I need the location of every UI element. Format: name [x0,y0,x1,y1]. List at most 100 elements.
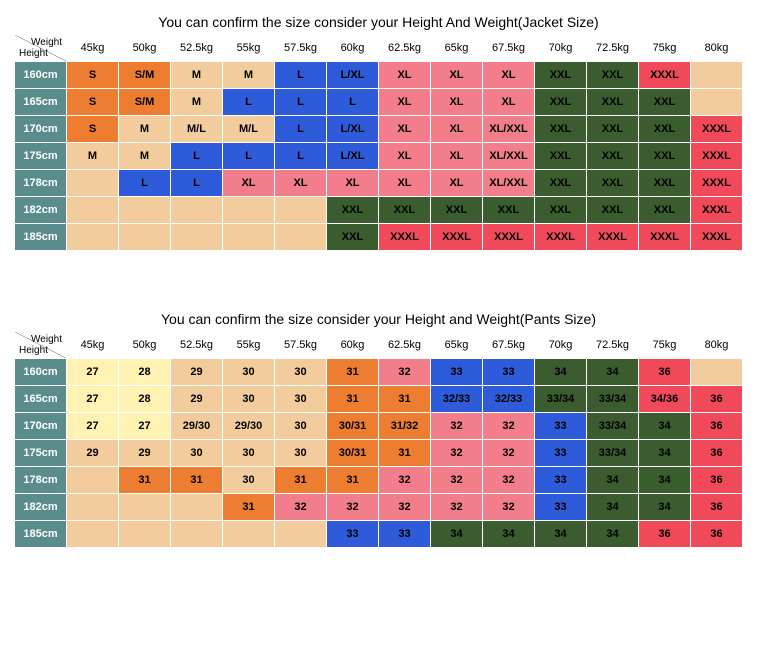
jacket-weight-header: 45kg [67,35,119,62]
jacket-size-cell [171,224,223,251]
pants-size-cell: 30/31 [327,440,379,467]
jacket-size-cell [275,197,327,224]
pants-size-cell: 27 [67,359,119,386]
jacket-size-cell: XXL [431,197,483,224]
pants-weight-header: 72.5kg [587,332,639,359]
pants-weight-header: 50kg [119,332,171,359]
pants-size-cell [691,359,743,386]
jacket-size-cell: XXXL [691,143,743,170]
pants-weight-header: 60kg [327,332,379,359]
jacket-size-cell [119,197,171,224]
pants-size-cell: 34 [587,359,639,386]
pants-size-cell: 32/33 [483,386,535,413]
pants-size-cell: 30 [223,359,275,386]
jacket-size-cell: XL [483,62,535,89]
pants-size-cell: 28 [119,386,171,413]
jacket-weight-header: 62.5kg [379,35,431,62]
pants-size-cell: 34 [639,413,691,440]
pants-weight-header: 67.5kg [483,332,535,359]
pants-size-cell: 28 [119,359,171,386]
jacket-size-cell: XXXL [379,224,431,251]
jacket-weight-header: 75kg [639,35,691,62]
jacket-weight-header: 60kg [327,35,379,62]
jacket-size-cell: XXL [483,197,535,224]
jacket-size-cell: XXL [587,143,639,170]
pants-height-header: 165cm [15,386,67,413]
pants-size-cell: 32 [431,467,483,494]
pants-size-cell: 31 [327,467,379,494]
pants-size-cell: 33 [431,359,483,386]
pants-size-cell: 34 [639,440,691,467]
jacket-size-cell: XL [379,143,431,170]
pants-height-header: 185cm [15,521,67,548]
jacket-size-cell: XXXL [691,116,743,143]
pants-weight-header: 45kg [67,332,119,359]
jacket-height-label: Height [19,48,48,59]
pants-size-cell: 32 [327,494,379,521]
jacket-size-cell: XL [431,89,483,116]
jacket-size-cell: L [327,89,379,116]
pants-size-cell: 29 [67,440,119,467]
pants-corner-cell: WeightHeight [15,332,67,359]
jacket-size-cell [67,170,119,197]
jacket-size-cell: M/L [171,116,223,143]
pants-size-cell: 31 [327,359,379,386]
jacket-weight-header: 80kg [691,35,743,62]
jacket-size-cell: L [223,89,275,116]
pants-size-cell: 31 [119,467,171,494]
pants-size-cell: 30/31 [327,413,379,440]
pants-size-cell: 31 [171,467,223,494]
pants-size-cell: 30 [171,440,223,467]
jacket-size-cell [691,62,743,89]
pants-size-cell: 36 [691,494,743,521]
jacket-size-cell: XXXL [587,224,639,251]
jacket-size-cell: XXL [535,143,587,170]
pants-weight-header: 80kg [691,332,743,359]
jacket-size-cell: XL [327,170,379,197]
pants-size-cell: 31/32 [379,413,431,440]
jacket-size-cell: L [275,62,327,89]
pants-size-cell: 34 [535,359,587,386]
pants-size-cell: 32 [431,440,483,467]
pants-size-cell: 33 [379,521,431,548]
pants-weight-header: 65kg [431,332,483,359]
jacket-size-cell: XL [275,170,327,197]
pants-size-cell: 32 [379,494,431,521]
pants-size-cell: 27 [119,413,171,440]
pants-size-cell: 27 [67,386,119,413]
jacket-size-cell: XXL [639,143,691,170]
jacket-size-cell: M [119,116,171,143]
pants-table: WeightHeight45kg50kg52.5kg55kg57.5kg60kg… [14,331,743,548]
pants-size-cell: 32 [431,494,483,521]
pants-size-cell: 36 [691,440,743,467]
pants-size-cell [119,521,171,548]
jacket-title: You can confirm the size consider your H… [14,14,743,30]
pants-size-cell: 33 [535,413,587,440]
jacket-size-cell: XXL [587,89,639,116]
pants-size-cell: 30 [275,386,327,413]
pants-size-cell [119,494,171,521]
jacket-size-cell: XL [379,89,431,116]
pants-size-cell: 36 [691,467,743,494]
jacket-size-cell: XXL [535,62,587,89]
pants-size-cell: 36 [691,386,743,413]
jacket-height-header: 185cm [15,224,67,251]
jacket-size-cell: XL [431,62,483,89]
jacket-size-cell: XXXL [639,224,691,251]
jacket-size-cell: S/M [119,89,171,116]
jacket-size-cell [119,224,171,251]
jacket-height-header: 178cm [15,170,67,197]
jacket-size-cell: XXXL [691,170,743,197]
jacket-weight-header: 55kg [223,35,275,62]
jacket-size-cell: L/XL [327,62,379,89]
jacket-size-cell: XXL [535,89,587,116]
pants-size-cell: 33 [535,467,587,494]
jacket-size-cell: XL [379,62,431,89]
pants-size-cell: 33 [483,359,535,386]
pants-size-cell: 34 [587,494,639,521]
pants-size-cell: 29 [171,359,223,386]
jacket-size-cell [223,224,275,251]
pants-title: You can confirm the size consider your H… [14,311,743,327]
pants-size-cell [275,521,327,548]
jacket-size-cell: S [67,116,119,143]
